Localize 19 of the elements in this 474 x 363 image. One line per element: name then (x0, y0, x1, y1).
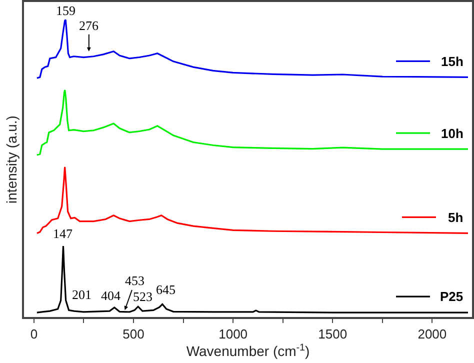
annotation: 276 (79, 18, 99, 33)
legend-label: 15h (441, 54, 464, 69)
annotation: 453 (125, 273, 144, 288)
annotation: 201 (72, 287, 92, 302)
annotation: 404 (101, 288, 121, 303)
x-tick-label: 2000 (418, 326, 447, 342)
x-tick-label: 0 (30, 326, 38, 342)
annotation: 147 (53, 226, 73, 241)
legend-label: P25 (440, 289, 464, 304)
x-tick-label: 500 (122, 326, 144, 342)
legend-label: 10h (441, 126, 464, 141)
x-axis-title: Wavenumber (cm$^{-1}$) (186, 342, 310, 360)
annotation: 645 (156, 282, 176, 297)
y-axis-title: intensity (a.u.) (3, 116, 20, 204)
legend-label: 5h (448, 210, 464, 225)
annotation: 159 (56, 3, 76, 18)
x-tick-label: 1500 (318, 326, 348, 342)
annotation: 523 (133, 289, 152, 304)
x-tick-label: 1000 (218, 326, 248, 342)
